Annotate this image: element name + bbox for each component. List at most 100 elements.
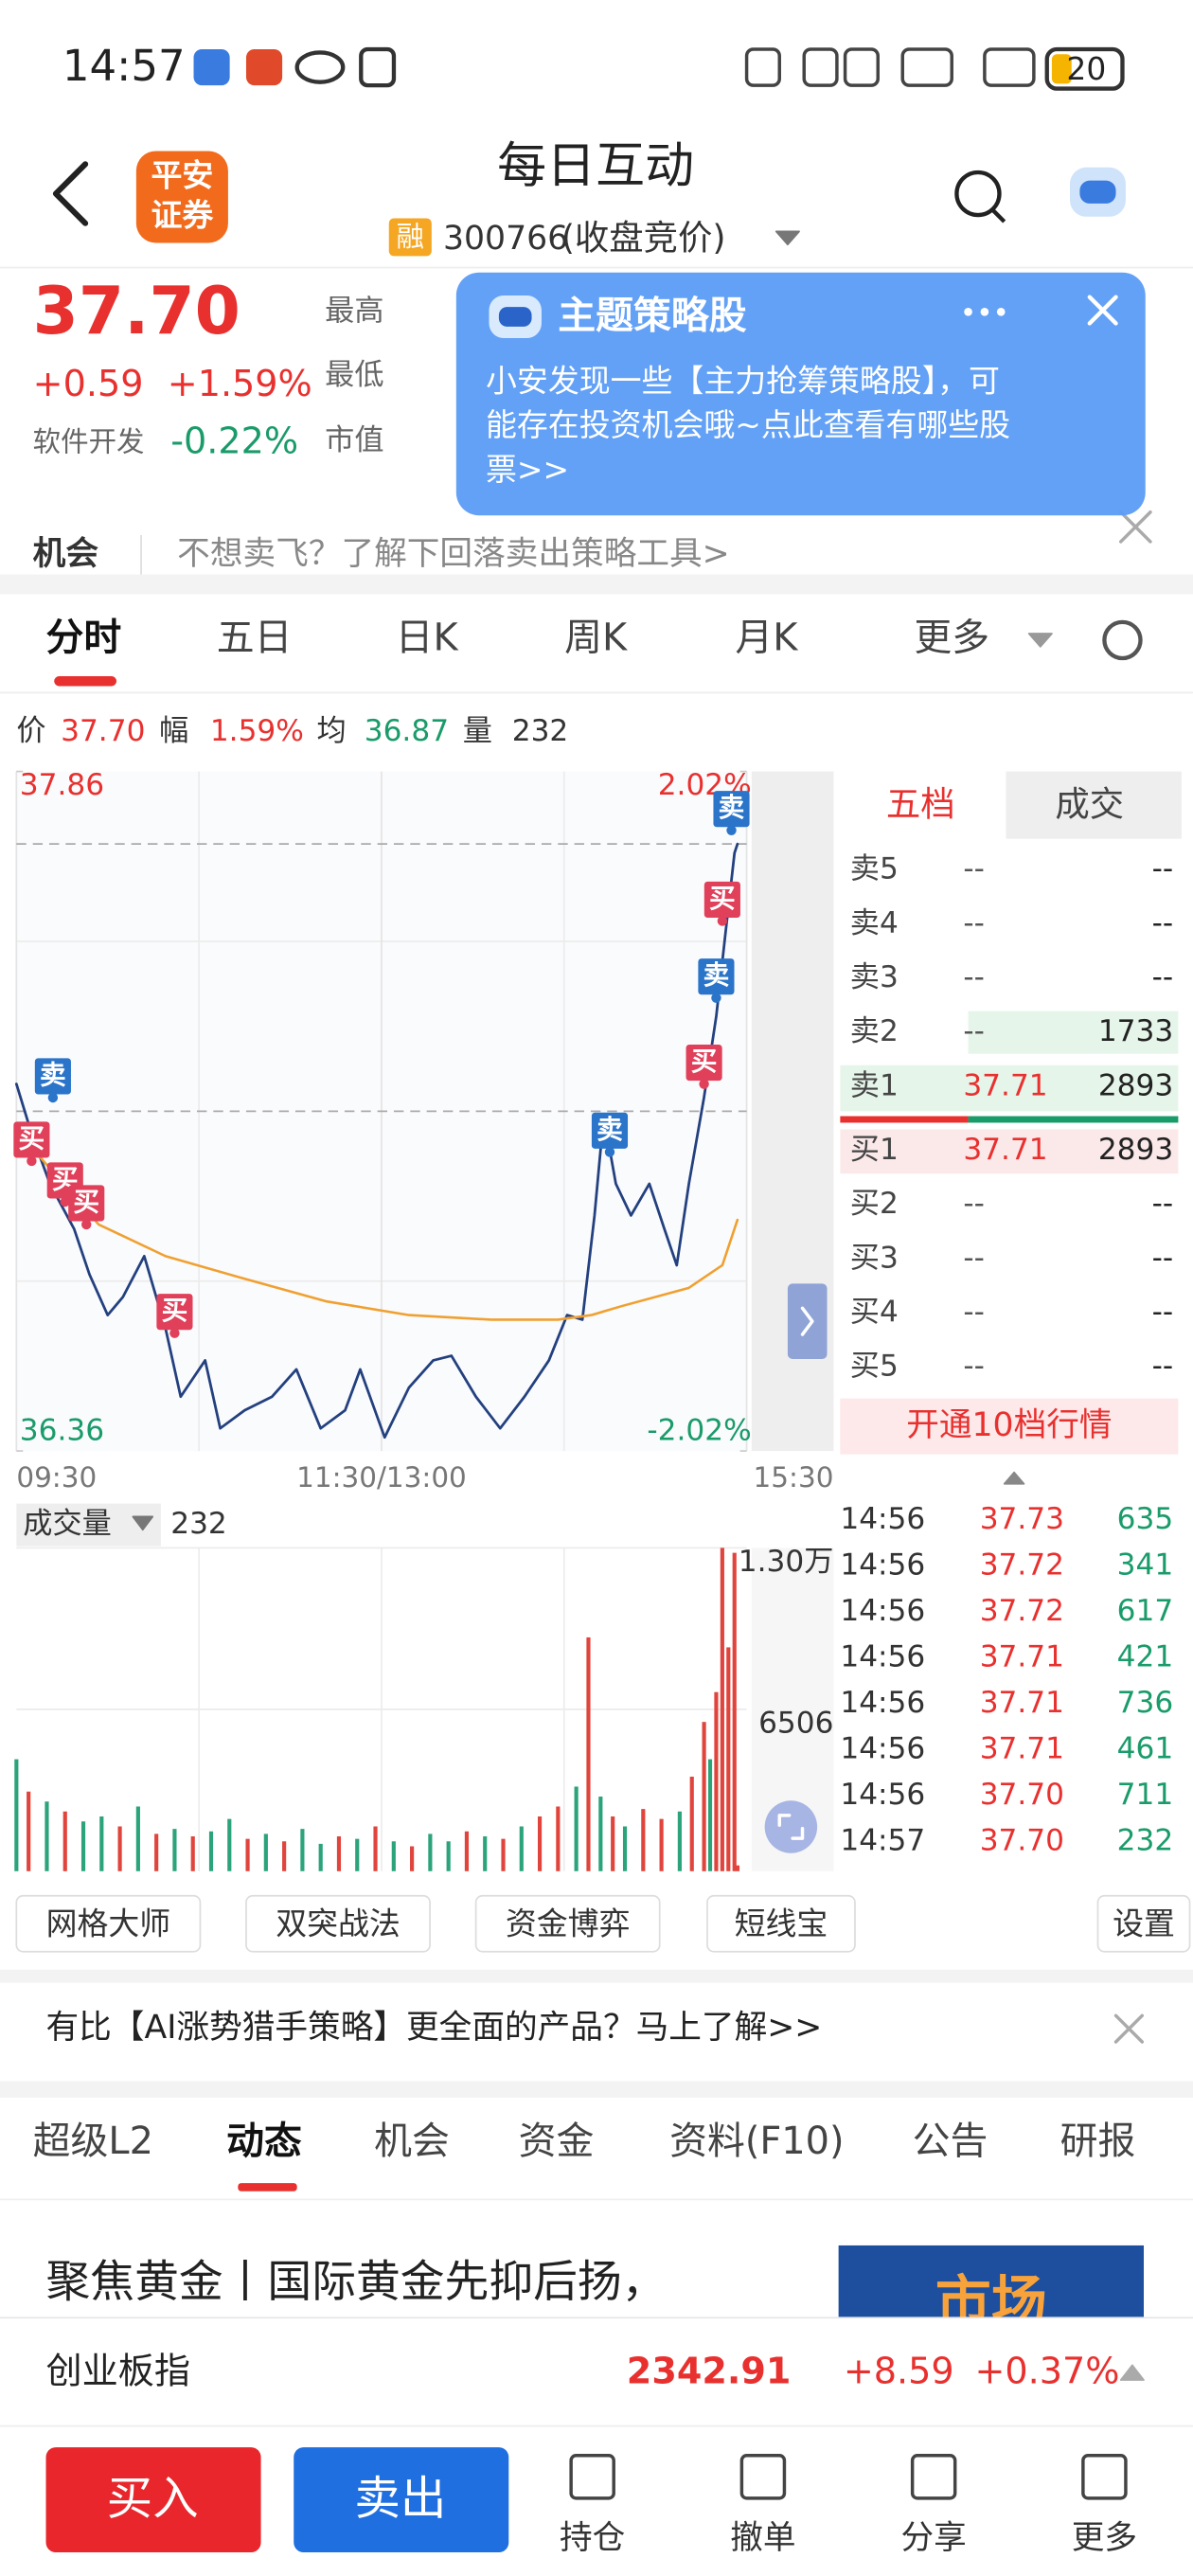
chart-tab[interactable]: 月K [735, 616, 798, 659]
change: +0.59 [33, 363, 144, 404]
depth-bar [968, 1116, 1179, 1123]
separator-band [0, 574, 1193, 595]
action-icon[interactable] [569, 2454, 615, 2500]
content-tab[interactable]: 资料(F10) [669, 2120, 844, 2163]
action-icon[interactable] [910, 2454, 957, 2500]
upgrade-button[interactable] [840, 1398, 1179, 1455]
fullscreen-button[interactable] [764, 1800, 818, 1853]
trade-time: 14:56 [840, 1639, 925, 1673]
index-value: 2342.91 [627, 2351, 792, 2392]
news-headline[interactable]: 聚焦黄金丨国际黄金先抑后扬， [46, 2257, 667, 2308]
book-volume: 1733 [1098, 1014, 1173, 1048]
sell-button[interactable] [294, 2447, 509, 2553]
action-label: 撤单 [730, 2519, 795, 2557]
volume-bar [117, 1826, 122, 1871]
popup[interactable] [455, 272, 1146, 516]
trade-dot [81, 1219, 92, 1230]
tool-button[interactable] [706, 1894, 856, 1953]
chart-tab[interactable]: 日K [396, 616, 459, 659]
expand-arrow [1119, 2364, 1145, 2381]
tool-button[interactable] [1096, 1894, 1191, 1953]
book-label: 买3 [850, 1241, 899, 1275]
content-tab[interactable]: 机会 [374, 2120, 450, 2163]
volume-bar [336, 1836, 342, 1871]
buy-button[interactable] [45, 2447, 261, 2553]
popup-close[interactable] [1087, 295, 1118, 326]
content-tab[interactable]: 公告 [913, 2120, 988, 2163]
logo-text: 证券 [151, 196, 214, 233]
book-tab[interactable]: 五档 [886, 783, 955, 824]
trade-dot [27, 1155, 37, 1167]
logo [135, 151, 228, 243]
action-icon[interactable] [1081, 2454, 1128, 2500]
content-tab[interactable]: 超级L2 [33, 2120, 153, 2163]
notice-text[interactable]: 不想卖飞？了解下回落卖出策略工具> [177, 535, 730, 573]
trade-volume: 711 [1117, 1778, 1174, 1812]
logo-text: 平安 [151, 157, 213, 194]
book-volume: -- [1152, 960, 1174, 994]
x-tick-label: 15:30 [754, 1461, 834, 1494]
trade-dot [60, 1196, 70, 1208]
trade-marker-text: 买 [19, 1122, 45, 1154]
back-button[interactable] [52, 161, 89, 226]
content-tab[interactable]: 研报 [1060, 2120, 1136, 2163]
volume-bar [208, 1831, 214, 1871]
volume-bar [556, 1806, 561, 1871]
volume-bar [641, 1809, 646, 1871]
stock-code: 300766 [443, 220, 568, 258]
close-button[interactable] [1119, 510, 1152, 544]
book-price: 37.71 [963, 1133, 1047, 1167]
popup-text: 能存在投资机会哦~点此查看有哪些股 [486, 406, 1010, 443]
promo-text[interactable]: 有比【AI涨势猎手策略】更全面的产品？马上了解>> [46, 2009, 823, 2047]
volume-selector[interactable]: 成交量 [23, 1507, 112, 1541]
chart-tab[interactable]: 周K [564, 616, 628, 659]
depth-bg [840, 1064, 1179, 1112]
content-tab[interactable]: 资金 [519, 2120, 595, 2163]
battery [1044, 46, 1125, 91]
volume-bar [80, 1821, 86, 1871]
collapse-button[interactable] [787, 1283, 828, 1360]
depth-bar [840, 1116, 969, 1123]
book-label: 买5 [850, 1350, 899, 1384]
collapse-arrow [800, 1306, 814, 1336]
trade-time: 14:57 [840, 1824, 925, 1858]
search-button[interactable] [954, 170, 1002, 218]
chart-tab[interactable]: 五日 [217, 616, 293, 659]
volume-bar [707, 1759, 713, 1871]
book-volume: -- [1152, 1296, 1174, 1330]
content-tab[interactable]: 动态 [226, 2120, 302, 2163]
volume-bar [245, 1838, 250, 1871]
volume-bar [391, 1841, 396, 1871]
chart-tab[interactable]: 更多 [914, 616, 989, 659]
book-volume: -- [1152, 1187, 1174, 1221]
popup-text: 小安发现一些【主力抢筹策略股】，可 [486, 362, 1000, 399]
volume-bar [27, 1791, 31, 1871]
chart-tab[interactable]: 分时 [46, 616, 122, 659]
volume-bar [300, 1829, 305, 1871]
volume-bar [282, 1841, 287, 1871]
status-icon [245, 48, 283, 86]
x-tick-label: 09:30 [16, 1461, 97, 1494]
trade-marker [13, 1121, 50, 1158]
tool-button[interactable] [474, 1894, 661, 1953]
buy-label: 买入 [107, 2472, 199, 2525]
quote-label: 最低 [325, 358, 383, 392]
trade-marker [68, 1185, 105, 1222]
tool-button[interactable] [15, 1894, 202, 1953]
settings-button[interactable] [1102, 619, 1143, 661]
trade-volume: 341 [1117, 1547, 1174, 1582]
trade-price: 37.72 [980, 1594, 1064, 1628]
trade-price: 37.70 [980, 1824, 1064, 1858]
book-tab[interactable]: 成交 [1055, 783, 1124, 824]
volume-bar [598, 1796, 603, 1871]
average-line [30, 1146, 739, 1321]
price-line-series [14, 842, 739, 1440]
close-button[interactable] [1113, 2013, 1145, 2044]
tool-button[interactable] [245, 1894, 431, 1953]
volume-bar [611, 1816, 615, 1871]
trade-dot [717, 916, 728, 926]
action-icon[interactable] [739, 2454, 787, 2500]
stock-name: 每日互动 [497, 138, 694, 195]
volume-bar [483, 1836, 488, 1871]
trade-marker-text: 买 [73, 1186, 99, 1217]
